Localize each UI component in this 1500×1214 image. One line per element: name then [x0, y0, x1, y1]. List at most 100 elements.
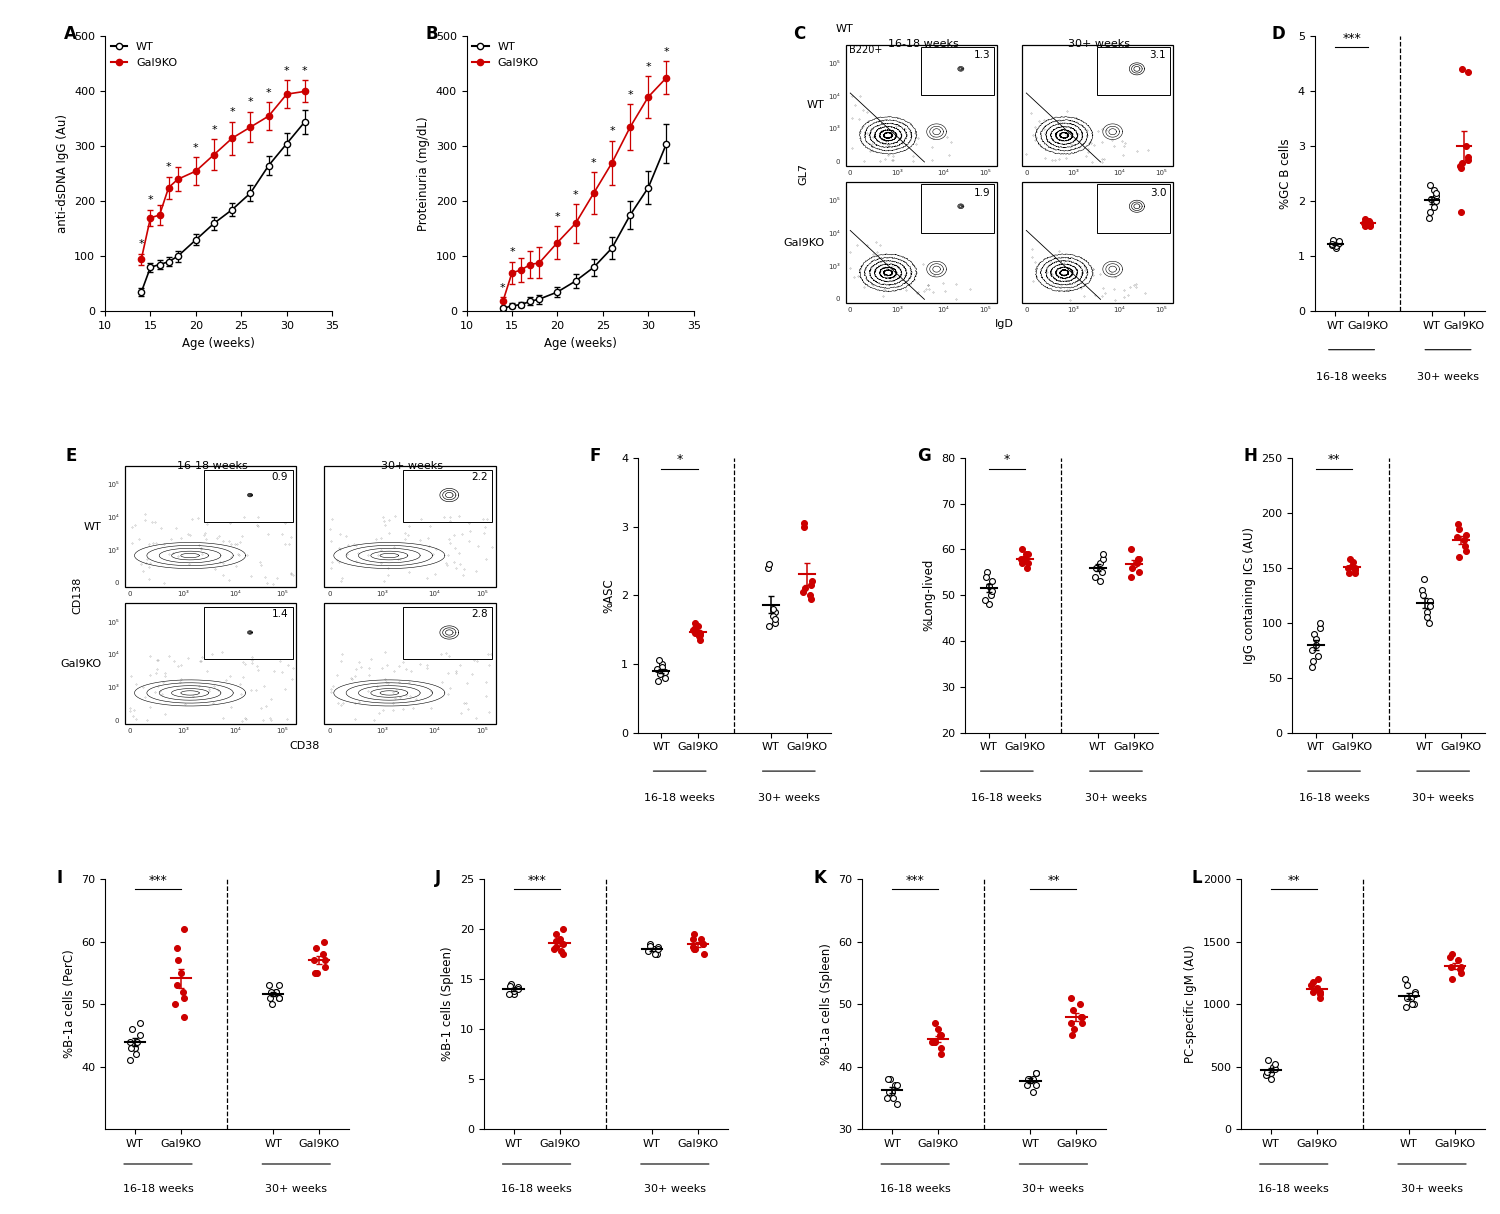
Point [1013, 549, 1036, 568]
Text: WT: WT [84, 522, 100, 532]
Text: 10⁴: 10⁴ [936, 170, 948, 176]
Point [1449, 59, 1473, 79]
Point [165, 976, 189, 995]
Text: 16-18 weeks: 16-18 weeks [501, 1184, 572, 1195]
Point [117, 1050, 141, 1070]
Point [1024, 1076, 1048, 1095]
Bar [1022, 182, 1173, 304]
Point [688, 630, 712, 649]
Bar [204, 470, 292, 522]
Point [650, 658, 674, 677]
Point [978, 585, 1002, 605]
Point [1424, 183, 1448, 203]
Text: 10⁴: 10⁴ [1113, 307, 1125, 313]
Text: *: * [573, 189, 579, 199]
Point [1358, 214, 1382, 233]
Point [1356, 212, 1380, 232]
Point [1449, 963, 1473, 982]
Point [544, 937, 568, 957]
Text: 30+ weeks: 30+ weeks [758, 793, 820, 804]
Point [264, 982, 288, 1002]
Text: *: * [302, 66, 307, 76]
Text: ***: *** [526, 874, 546, 886]
Point [1070, 1006, 1094, 1026]
Text: J: J [435, 869, 441, 887]
Text: 10³: 10³ [177, 728, 189, 734]
Text: 16-18 weeks: 16-18 weeks [1316, 371, 1388, 381]
Y-axis label: %GC B cells: %GC B cells [1280, 138, 1292, 209]
Y-axis label: PC-specific IgM (AU): PC-specific IgM (AU) [1185, 944, 1197, 1063]
Text: 0: 0 [327, 591, 332, 597]
Y-axis label: %B-1 cells (Spleen): %B-1 cells (Spleen) [441, 947, 454, 1061]
Text: *: * [500, 283, 506, 293]
Point [256, 976, 280, 995]
Point [1455, 151, 1479, 170]
Point [1059, 1014, 1083, 1033]
Point [1400, 988, 1423, 1008]
Point [650, 654, 674, 674]
Text: **: ** [1328, 453, 1341, 466]
Point [687, 626, 711, 646]
Point [1446, 527, 1470, 546]
Text: 10⁴: 10⁴ [936, 307, 948, 313]
Point [496, 985, 520, 1004]
Point [1448, 959, 1472, 978]
Point [1449, 159, 1473, 178]
Point [1262, 1057, 1286, 1077]
Point [878, 1070, 902, 1089]
Text: CD138: CD138 [72, 577, 82, 614]
Point [794, 579, 818, 599]
Point [1422, 181, 1446, 200]
Point [792, 514, 816, 533]
Text: 10⁵: 10⁵ [106, 482, 118, 488]
Point [885, 1076, 909, 1095]
Point [681, 930, 705, 949]
Text: 30+ weeks: 30+ weeks [1068, 39, 1131, 50]
Point [681, 620, 705, 640]
Text: K: K [813, 869, 826, 887]
Text: *: * [555, 211, 560, 222]
Text: 2.2: 2.2 [471, 471, 488, 482]
Point [926, 1020, 950, 1039]
Point [922, 1032, 946, 1051]
Point [314, 951, 338, 970]
Point [171, 982, 195, 1002]
Point [1062, 1020, 1086, 1039]
Text: 10⁴: 10⁴ [1113, 170, 1125, 176]
Point [686, 617, 709, 636]
Point [1016, 1070, 1040, 1089]
Point [928, 1038, 952, 1057]
Text: 10⁵: 10⁵ [276, 728, 288, 734]
Point [1448, 548, 1472, 567]
Y-axis label: %Long-lived: %Long-lived [922, 558, 936, 631]
Point [165, 938, 189, 958]
Point [550, 944, 574, 964]
Point [120, 1038, 144, 1057]
Point [876, 1070, 900, 1089]
Point [1322, 231, 1346, 250]
Text: 0.9: 0.9 [272, 471, 288, 482]
Point [501, 981, 525, 1000]
Point [128, 1026, 152, 1045]
Point [500, 975, 523, 994]
Point [976, 577, 1000, 596]
Text: 10⁵: 10⁵ [476, 728, 488, 734]
Point [1414, 602, 1438, 622]
Point [118, 1032, 142, 1051]
Point [1320, 234, 1344, 254]
Point [504, 980, 528, 999]
Text: 10⁵: 10⁵ [1155, 170, 1167, 176]
Point [503, 985, 526, 1004]
Point [1016, 554, 1040, 573]
Point [1328, 231, 1352, 250]
Bar [324, 466, 495, 586]
Point [1419, 175, 1443, 194]
Point [1300, 641, 1324, 660]
Text: 1.3: 1.3 [974, 50, 990, 61]
Text: *: * [166, 163, 171, 172]
Point [1338, 549, 1362, 568]
Point [681, 940, 705, 959]
Point [1452, 531, 1476, 550]
Point [1341, 552, 1365, 572]
Point [928, 1026, 952, 1045]
